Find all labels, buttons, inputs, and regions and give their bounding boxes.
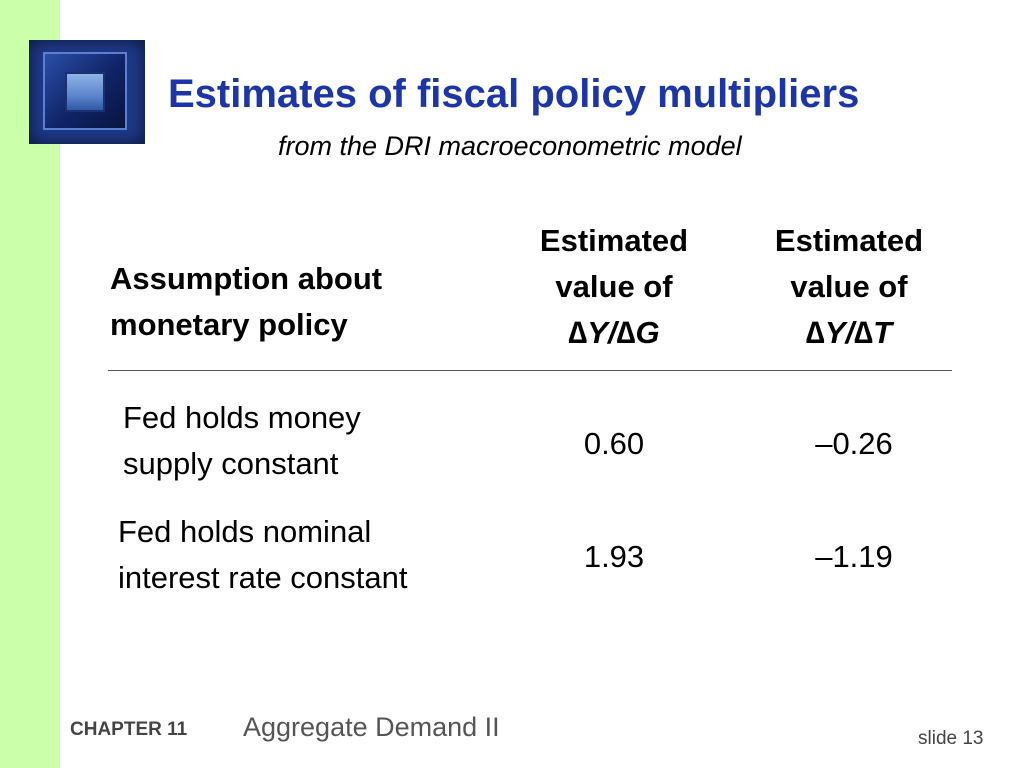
- row-2-label: Fed holds nominal interest rate constant: [118, 509, 518, 601]
- slide-subtitle: from the DRI macroeconometric model: [278, 131, 742, 161]
- header-dy-dt-line1: Estimated: [774, 223, 924, 258]
- row-1-dy-dg: 0.60: [583, 426, 645, 461]
- row-1-label-line1: Fed holds money: [123, 400, 361, 435]
- row-2-dy-dt: –1.19: [815, 539, 893, 574]
- header-assumption-line2: monetary policy: [110, 307, 348, 342]
- header-dy-dg-line1: Estimated: [539, 223, 689, 258]
- logo-frame: [43, 52, 127, 130]
- header-assumption-line1: Assumption about: [110, 261, 383, 296]
- row-2-dy-dg: 1.93: [583, 539, 645, 574]
- header-assumption: Assumption about monetary policy: [110, 256, 490, 348]
- footer-topic: Aggregate Demand II: [243, 712, 500, 742]
- row-2-label-line2: interest rate constant: [118, 560, 408, 595]
- header-dy-dg-line2: value of: [555, 269, 673, 304]
- footer-chapter: CHAPTER 11: [70, 719, 188, 740]
- row-1-label-line2: supply constant: [123, 446, 339, 481]
- slide-title: Estimates of fiscal policy multipliers: [168, 72, 860, 116]
- footer-slide-number: slide 13: [918, 728, 984, 749]
- logo-inner-pane: [65, 72, 105, 112]
- row-1-label: Fed holds money supply constant: [123, 395, 523, 487]
- header-dy-dg-ratio: ∆Y/∆G: [568, 315, 660, 350]
- window-frame-icon: [29, 40, 145, 144]
- header-dy-dt: Estimated value of ∆Y/∆T: [729, 218, 969, 356]
- header-dy-dt-ratio: ∆Y/∆T: [805, 315, 893, 350]
- header-dy-dt-line2: value of: [790, 269, 908, 304]
- header-dy-dg: Estimated value of ∆Y/∆G: [494, 218, 734, 356]
- table-divider: [108, 370, 952, 371]
- row-1-dy-dt: –0.26: [815, 426, 893, 461]
- row-2-label-line1: Fed holds nominal: [118, 514, 372, 549]
